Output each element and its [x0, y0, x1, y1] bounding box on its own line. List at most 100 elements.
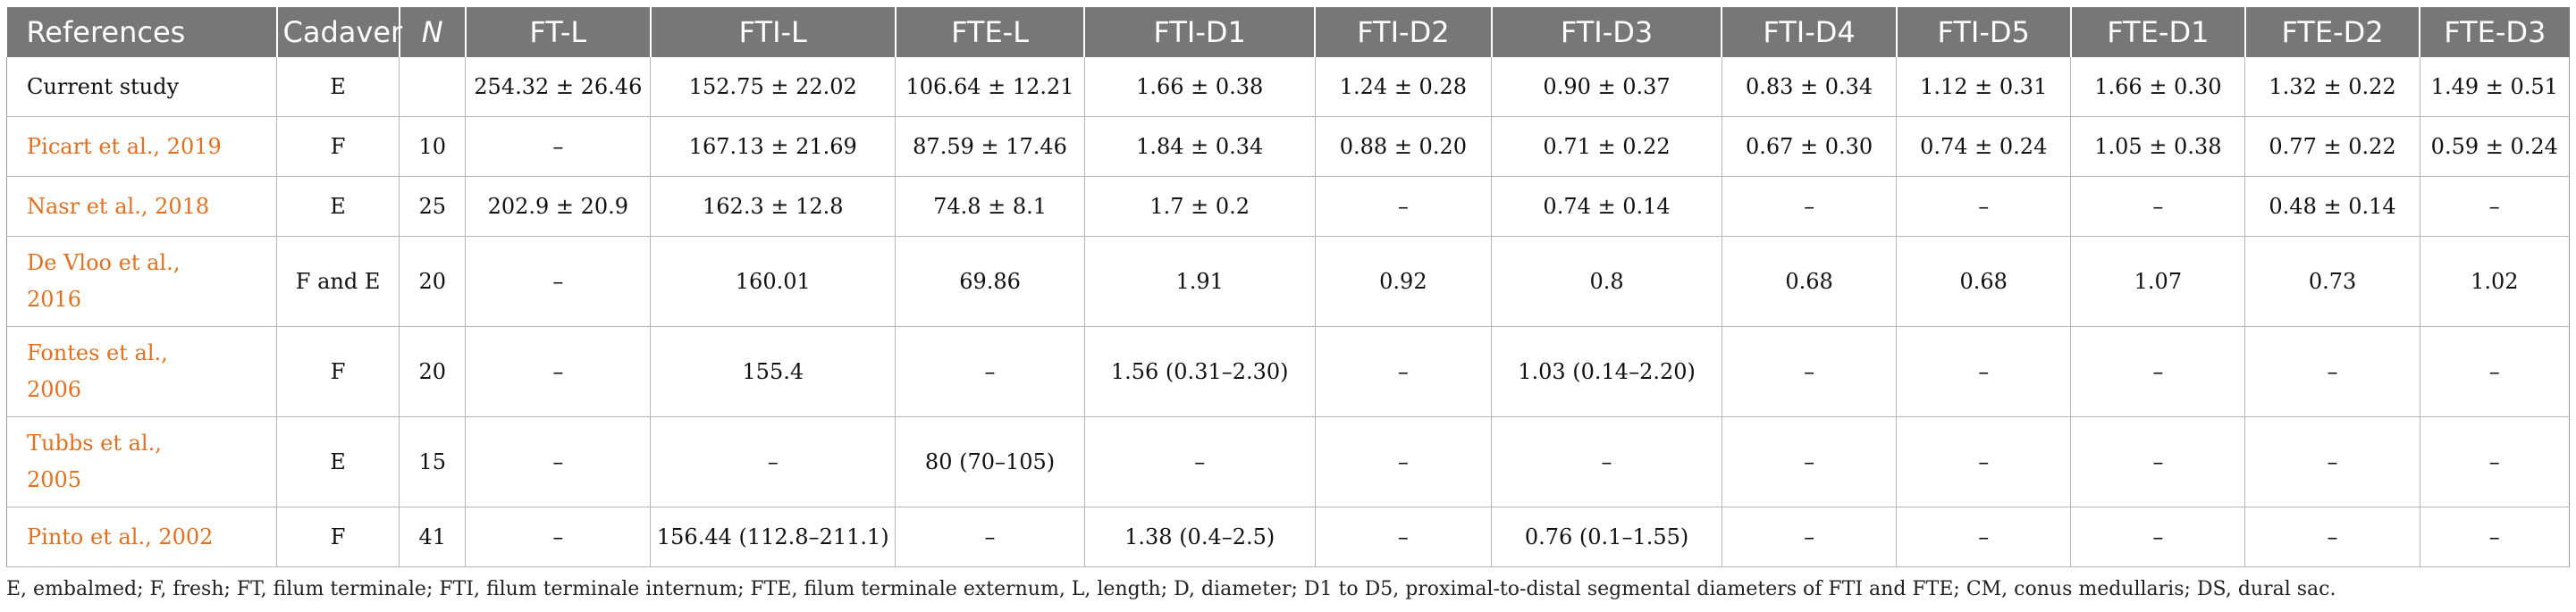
header-row: References Cadaver N FT-L FTI-L FTE-L FT…	[6, 7, 2570, 57]
table-cell: –	[1721, 416, 1897, 507]
table-cell: 20	[399, 326, 466, 417]
header-fte-l: FTE-L	[894, 7, 1085, 57]
table-cell: 156.44 (112.8–211.1)	[650, 507, 896, 567]
table-cell: 0.76 (0.1–1.55)	[1491, 507, 1722, 567]
table-cell: 15	[399, 416, 466, 507]
table-cell: –	[2244, 507, 2420, 567]
table-cell: 106.64 ± 12.21	[895, 57, 1085, 117]
table-cell: 0.71 ± 0.22	[1491, 116, 1722, 177]
table-cell: 0.67 ± 0.30	[1721, 116, 1897, 177]
table-footnote: E, embalmed; F, fresh; FT, filum termina…	[6, 578, 2336, 600]
table-cell: –	[2070, 416, 2245, 507]
table-cell: 1.12 ± 0.31	[1896, 57, 2071, 117]
table-cell: 1.05 ± 0.38	[2070, 116, 2245, 177]
table-cell: 202.9 ± 20.9	[465, 176, 651, 237]
table-cell: –	[1083, 416, 1316, 507]
table-cell: –	[650, 416, 896, 507]
header-ft-l: FT-L	[464, 7, 651, 57]
table-cell: 1.38 (0.4–2.5)	[1083, 507, 1316, 567]
reference-cell: Picart et al., 2019	[5, 116, 277, 177]
table-row: Nasr et al., 2018 E 25 202.9 ± 20.9 162.3 ± …	[5, 176, 2571, 237]
table-row: Current study E 254.32 ± 26.46 152.75 ± 22.…	[5, 57, 2571, 117]
table-cell: 1.32 ± 0.22	[2244, 57, 2420, 117]
table-cell: –	[895, 507, 1085, 567]
header-cadaver: Cadaver	[275, 7, 402, 57]
reference-year-link[interactable]: 2016	[27, 287, 82, 312]
table-cell: 20	[399, 236, 466, 327]
table-cell: 0.68	[1896, 236, 2071, 327]
table-cell: 87.59 ± 17.46	[895, 116, 1085, 177]
table-cell: –	[2244, 416, 2420, 507]
header-fte-d3: FTE-D3	[2419, 7, 2570, 57]
reference-author-link[interactable]: De Vloo et al.,	[27, 250, 181, 275]
table-cell: 1.66 ± 0.38	[1083, 57, 1316, 117]
reference-author-link[interactable]: Picart et al.,	[27, 133, 167, 159]
table-cell: –	[465, 416, 651, 507]
table-cell: 25	[399, 176, 466, 237]
reference-year-link[interactable]: 2006	[27, 377, 82, 402]
reference-cell: Nasr et al., 2018	[5, 176, 277, 237]
table-cell: 10	[399, 116, 466, 177]
table-cell: –	[465, 507, 651, 567]
header-fti-d2: FTI-D2	[1314, 7, 1492, 57]
table-row: Tubbs et al., 2005 E 15– –80 (70–105) – – – – – –…	[5, 416, 2571, 507]
reference-author-link[interactable]: Tubbs et al.,	[27, 431, 162, 456]
table-cell: –	[1896, 326, 2071, 417]
reference-author-link[interactable]: Nasr et al.,	[27, 193, 156, 219]
table-cell: 152.75 ± 22.02	[650, 57, 896, 117]
table-cell: E	[276, 416, 400, 507]
table-cell: 1.84 ± 0.34	[1083, 116, 1316, 177]
table-row: Picart et al., 2019 F 10–167.13 ± 21.69 87.…	[5, 116, 2571, 177]
table-cell: –	[2244, 326, 2420, 417]
table-cell: –	[2070, 176, 2245, 237]
table-cell: –	[1896, 176, 2071, 237]
table-cell: 1.02	[2419, 236, 2571, 327]
table-cell: 0.77 ± 0.22	[2244, 116, 2420, 177]
table-cell: –	[2419, 176, 2571, 237]
table-row: Pinto et al., 2002 F 41–156.44 (112.8–211.…	[5, 507, 2571, 567]
table-cell: 0.74 ± 0.14	[1491, 176, 1722, 237]
table-cell: –	[1314, 416, 1492, 507]
table-cell: –	[895, 326, 1085, 417]
table-cell: 1.49 ± 0.51	[2419, 57, 2571, 117]
table-cell: –	[1896, 507, 2071, 567]
reference-year-link[interactable]: 2005	[27, 467, 82, 492]
table-cell: 0.90 ± 0.37	[1491, 57, 1722, 117]
reference-author-link[interactable]: Fontes et al.,	[27, 340, 168, 365]
table-cell: –	[2070, 326, 2245, 417]
table-cell: 1.07	[2070, 236, 2245, 327]
table-cell: 162.3 ± 12.8	[650, 176, 896, 237]
reference-cell: De Vloo et al., 2016	[5, 236, 277, 327]
table-cell: 0.59 ± 0.24	[2419, 116, 2571, 177]
references-table: References Cadaver N FT-L FTI-L FTE-L FT…	[5, 7, 2571, 567]
reference-cell: Fontes et al., 2006	[5, 326, 277, 417]
header-fti-d5: FTI-D5	[1895, 7, 2071, 57]
table-cell: 0.68	[1721, 236, 1897, 327]
table-cell: –	[465, 326, 651, 417]
table-cell: –	[1721, 326, 1897, 417]
reference-year-link[interactable]: 2018	[155, 193, 210, 219]
reference-year-link[interactable]: 2019	[166, 133, 222, 159]
table-cell: –	[1314, 507, 1492, 567]
table-cell: –	[1491, 416, 1722, 507]
table-cell: –	[1314, 176, 1492, 237]
table-body: Current study E 254.32 ± 26.46 152.75 ± 22.…	[5, 57, 2571, 567]
table-cell: 0.73	[2244, 236, 2420, 327]
table-row: Fontes et al., 2006 F 20–155.4–1.56 (0.31–…	[5, 326, 2571, 417]
table-cell: 1.56 (0.31–2.30)	[1083, 326, 1316, 417]
table-cell: 1.91	[1083, 236, 1316, 327]
reference-year-link[interactable]: 2002	[158, 524, 214, 549]
table-cell: 0.83 ± 0.34	[1721, 57, 1897, 117]
table-cell: 254.32 ± 26.46	[465, 57, 651, 117]
header-n: N	[398, 7, 466, 57]
table-cell: 0.88 ± 0.20	[1314, 116, 1492, 177]
reference-author-link[interactable]: Pinto et al.,	[27, 524, 159, 549]
table-cell: F	[276, 326, 400, 417]
header-fte-d1: FTE-D1	[2069, 7, 2245, 57]
table-cell: –	[2419, 507, 2571, 567]
table-cell: 1.24 ± 0.28	[1314, 57, 1492, 117]
table-cell: 160.01	[650, 236, 896, 327]
table-cell: F	[276, 507, 400, 567]
header-fti-d4: FTI-D4	[1721, 7, 1897, 57]
reference-label: Current study	[27, 73, 180, 99]
